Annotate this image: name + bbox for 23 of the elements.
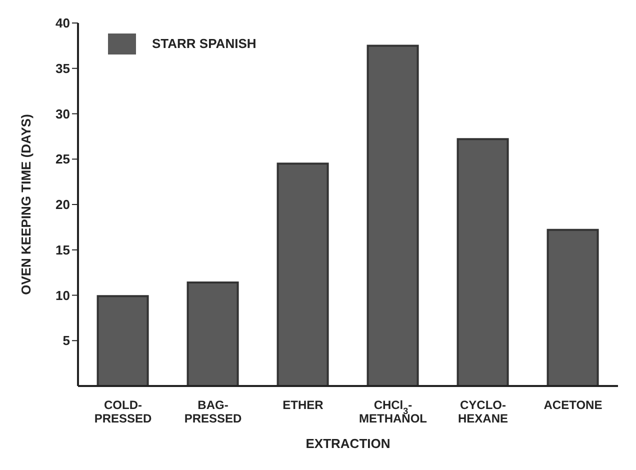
bar [366, 44, 419, 386]
bar [456, 138, 509, 386]
x-tick-label: COLD- PRESSED [94, 398, 152, 426]
x-tick-label: CHCl$_{3}$- METHANOL [359, 398, 427, 426]
y-tick-label: 35 [56, 60, 70, 76]
bar [276, 162, 329, 386]
y-tick-label: 30 [56, 106, 70, 122]
y-tick-label: 5 [62, 333, 70, 348]
y-tick-label: 40 [56, 16, 70, 31]
bar [546, 228, 599, 386]
x-tick-label: CYCLO- HEXANE [458, 398, 508, 426]
y-tick-label: 10 [56, 288, 70, 303]
y-tick-label: 15 [56, 242, 70, 258]
bar [186, 282, 239, 386]
bar [96, 295, 149, 386]
legend-label: STARR SPANISH [152, 36, 256, 51]
x-tick-label: BAG- PRESSED [184, 398, 242, 426]
y-tick-label: 25 [56, 152, 70, 167]
y-tick-label: 20 [56, 197, 70, 212]
y-axis-title: OVEN KEEPING TIME (DAYS) [18, 114, 34, 295]
x-tick-label: ACETONE [544, 398, 602, 412]
x-axis-title: EXTRACTION [306, 436, 390, 451]
x-tick-label: ETHER [282, 398, 324, 412]
